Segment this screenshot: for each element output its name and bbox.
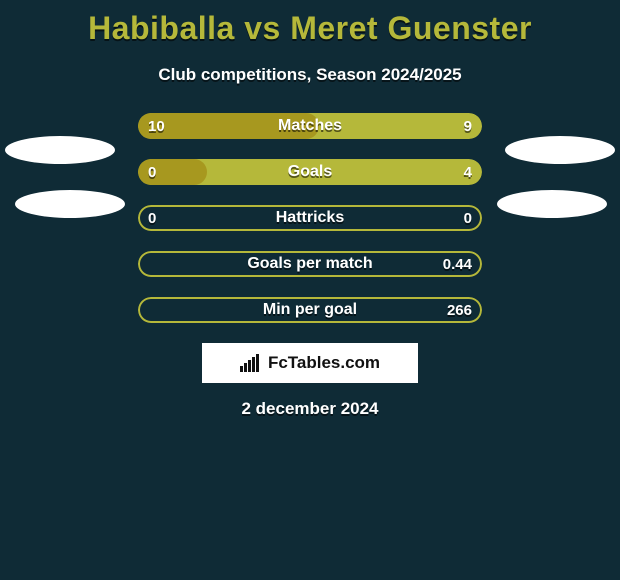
page-subtitle: Club competitions, Season 2024/2025 bbox=[0, 65, 620, 85]
logo-box: FcTables.com bbox=[202, 343, 418, 383]
stat-row-hattricks: 0 Hattricks 0 bbox=[138, 205, 482, 231]
bar-chart-icon bbox=[240, 354, 262, 372]
bar-left bbox=[138, 113, 319, 139]
bar-right bbox=[138, 205, 482, 231]
stat-row-goals-per-match: Goals per match 0.44 bbox=[138, 251, 482, 277]
brand-text: FcTables.com bbox=[268, 353, 380, 373]
stat-row-goals: 0 Goals 4 bbox=[138, 159, 482, 185]
stat-row-matches: 10 Matches 9 bbox=[138, 113, 482, 139]
team-right-badge-1 bbox=[505, 136, 615, 164]
team-right-badge-2 bbox=[497, 190, 607, 218]
chart-area: 10 Matches 9 0 Goals 4 0 Hattricks 0 Goa… bbox=[0, 113, 620, 419]
stats-comparison-card: Habiballa vs Meret Guenster Club competi… bbox=[0, 0, 620, 580]
team-left-badge-1 bbox=[5, 136, 115, 164]
page-title: Habiballa vs Meret Guenster bbox=[0, 10, 620, 47]
brand-logo: FcTables.com bbox=[240, 353, 380, 373]
bar-right bbox=[138, 251, 482, 277]
bar-left bbox=[138, 159, 207, 185]
bar-right bbox=[138, 297, 482, 323]
stat-row-min-per-goal: Min per goal 266 bbox=[138, 297, 482, 323]
team-left-badge-2 bbox=[15, 190, 125, 218]
date-line: 2 december 2024 bbox=[0, 399, 620, 419]
